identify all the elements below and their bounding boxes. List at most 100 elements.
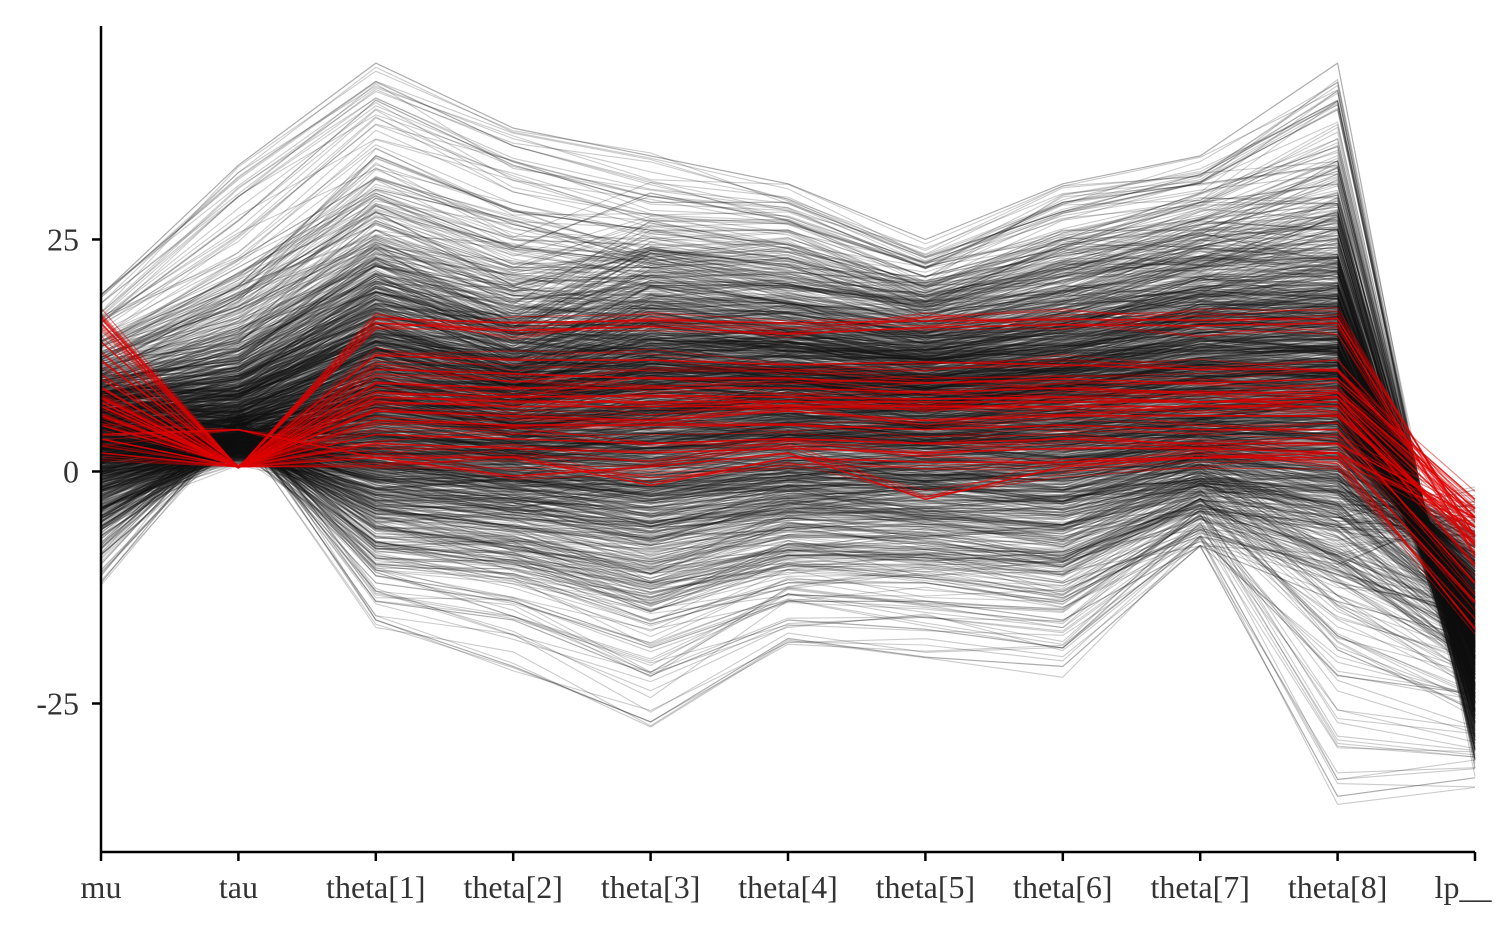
draw-line <box>100 204 1476 710</box>
draw-line <box>100 421 1476 648</box>
draw-line <box>100 323 1476 658</box>
draw-line <box>100 361 1476 650</box>
draw-line <box>100 440 1476 563</box>
draw-line <box>100 427 1476 565</box>
draw-line <box>100 256 1476 698</box>
draw-line <box>100 438 1476 551</box>
draw-line <box>100 446 1476 667</box>
draw-line <box>100 232 1476 697</box>
draw-line <box>100 108 1476 755</box>
draw-line <box>100 218 1476 737</box>
draw-line <box>100 433 1476 627</box>
draw-line <box>100 340 1476 640</box>
draw-line <box>100 104 1476 752</box>
draw-line <box>100 276 1476 686</box>
draw-line <box>100 345 1476 627</box>
draw-line <box>100 444 1476 559</box>
draw-line <box>100 440 1476 561</box>
draw-line <box>100 116 1476 737</box>
draw-line <box>100 441 1476 585</box>
draw-line <box>100 216 1476 704</box>
draw-line <box>100 200 1476 685</box>
draw-line <box>100 449 1476 646</box>
draw-line <box>100 460 1476 555</box>
draw-line <box>100 192 1476 723</box>
draw-line <box>100 432 1476 695</box>
divergent-line <box>100 416 1476 594</box>
draw-line <box>100 226 1476 700</box>
draw-line <box>100 246 1476 686</box>
draw-line <box>100 436 1476 597</box>
draw-line <box>100 323 1476 650</box>
draw-line <box>100 328 1476 644</box>
divergent-line <box>100 423 1476 519</box>
draw-line <box>100 210 1476 698</box>
divergent-line <box>100 447 1476 620</box>
draw-line <box>100 442 1476 614</box>
draw-line <box>100 297 1476 666</box>
draw-line <box>100 301 1476 644</box>
draw-line <box>100 446 1476 572</box>
draw-line <box>100 433 1476 649</box>
draw-line <box>100 430 1476 576</box>
draw-line <box>100 243 1476 681</box>
draw-line <box>100 434 1476 667</box>
draw-line <box>100 261 1476 662</box>
draw-line <box>100 448 1476 610</box>
draw-line <box>100 295 1476 663</box>
draw-line <box>100 289 1476 725</box>
draw-line <box>100 316 1476 651</box>
draw-line <box>100 432 1476 546</box>
draw-line <box>100 264 1476 683</box>
draw-line <box>100 441 1476 576</box>
draw-line <box>100 437 1476 617</box>
draw-line <box>100 302 1476 670</box>
draw-line <box>100 307 1476 695</box>
draw-line <box>100 338 1476 645</box>
draw-line <box>100 303 1476 673</box>
draw-line <box>100 443 1476 575</box>
draw-line <box>100 446 1476 643</box>
draw-line <box>100 321 1476 633</box>
draw-line <box>100 433 1476 658</box>
draw-line <box>100 271 1476 686</box>
draw-line <box>100 331 1476 641</box>
draw-line <box>100 222 1476 744</box>
draw-line <box>100 167 1476 723</box>
draw-line <box>100 320 1476 631</box>
draw-line <box>100 437 1476 586</box>
draw-line <box>100 308 1476 649</box>
draw-line <box>100 437 1476 606</box>
draw-line <box>100 223 1476 710</box>
draw-line <box>100 287 1476 723</box>
draw-line <box>100 66 1476 761</box>
draw-line <box>100 443 1476 602</box>
draw-line <box>100 62 1476 769</box>
divergent-line <box>100 381 1476 517</box>
draw-line <box>100 289 1476 657</box>
draw-line <box>100 440 1476 587</box>
draw-line <box>100 102 1476 735</box>
draw-line <box>100 254 1476 688</box>
draw-line <box>100 435 1476 591</box>
draw-line <box>100 276 1476 660</box>
draw-line <box>100 341 1476 633</box>
draw-line <box>100 441 1476 518</box>
draw-line <box>100 447 1476 550</box>
draw-line <box>100 449 1476 563</box>
draw-line <box>100 257 1476 724</box>
draw-line <box>100 398 1476 612</box>
draw-line <box>100 272 1476 672</box>
x-axis-ticks: mu tau theta[1] theta[2] theta[3] theta[4] the… <box>81 852 1492 905</box>
draw-line <box>100 216 1476 709</box>
draw-line <box>100 417 1476 660</box>
draw-line <box>100 443 1476 623</box>
draw-line <box>100 200 1476 704</box>
draw-line <box>100 312 1476 648</box>
draw-line <box>100 275 1476 662</box>
draw-line <box>100 336 1476 642</box>
x-tick-label: theta[6] <box>1013 869 1113 905</box>
draw-line <box>100 283 1476 650</box>
draw-line <box>100 209 1476 716</box>
draw-line <box>100 310 1476 652</box>
